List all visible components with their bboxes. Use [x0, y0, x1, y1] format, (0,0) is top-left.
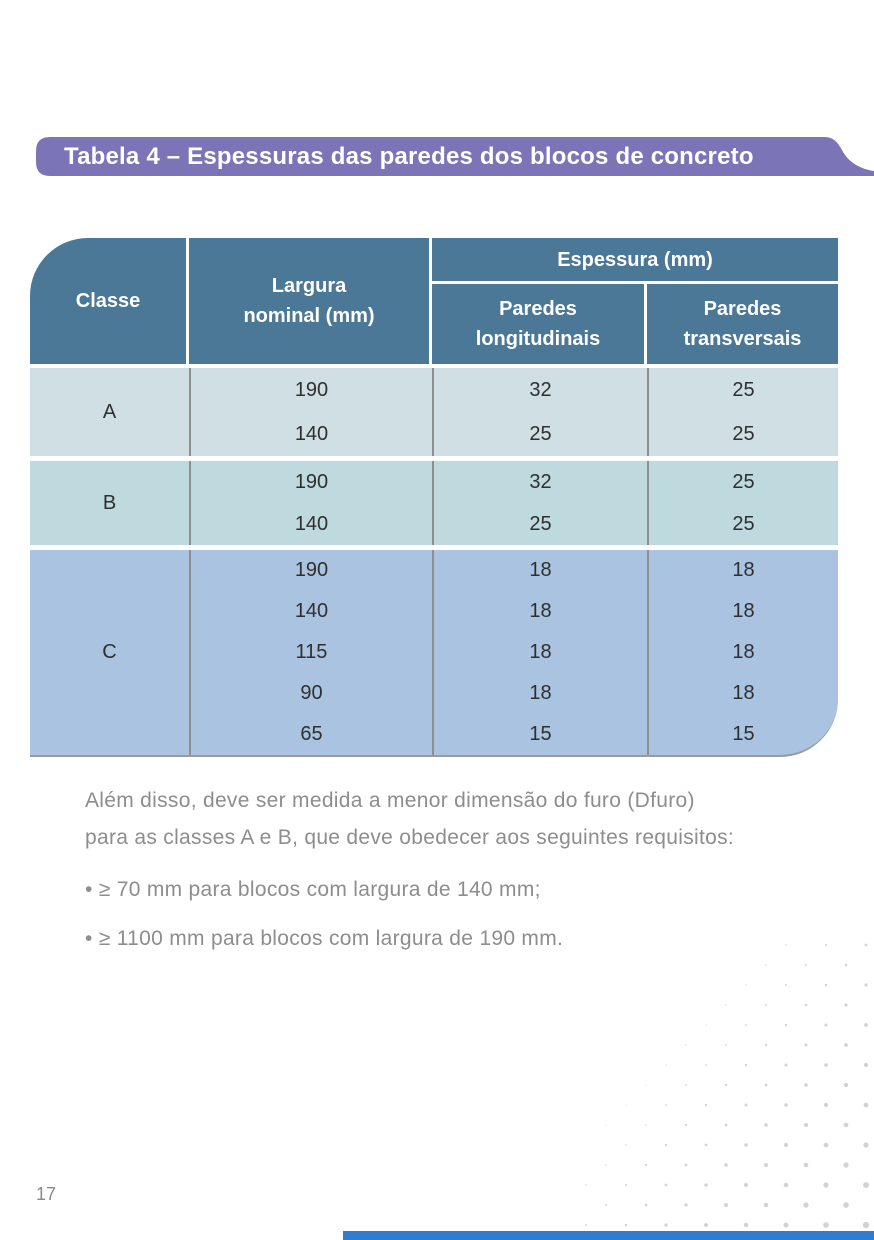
- table-cell: 190: [189, 550, 432, 591]
- table-cell: 18: [432, 550, 647, 591]
- table-cell: 190: [189, 461, 432, 503]
- table-cell: 18: [647, 632, 838, 673]
- table-title-banner: Tabela 4 – Espessuras das paredes dos bl…: [36, 137, 874, 179]
- table-cell: 140: [189, 412, 432, 456]
- table-cell: 90: [189, 673, 432, 714]
- header-largura-nominal: Largura nominal (mm): [189, 238, 432, 364]
- page-number: 17: [36, 1184, 57, 1204]
- header-paredes-longitudinais: Paredes longitudinais: [432, 284, 647, 364]
- table-cell: 25: [647, 503, 838, 545]
- table-cell: 190: [189, 368, 432, 412]
- notes-paragraph-line: Além disso, deve ser medida a menor dime…: [85, 789, 695, 812]
- data-table: Classe Largura nominal (mm) Espessura (m…: [30, 238, 838, 757]
- notes-paragraph: Além disso, deve ser medida a menor dime…: [85, 782, 805, 856]
- header-classe: Classe: [30, 238, 189, 364]
- table-group-c: C 190 18 18 140 18 18 115 18 18 90 18 18…: [30, 550, 838, 757]
- table-cell: 140: [189, 503, 432, 545]
- table-cell: 15: [432, 714, 647, 755]
- table-cell: 140: [189, 591, 432, 632]
- bullet-item: • ≥ 70 mm para blocos com largura de 140…: [85, 878, 541, 901]
- table-header-row: Classe Largura nominal (mm) Espessura (m…: [30, 238, 838, 364]
- group-label-a: A: [102, 400, 117, 423]
- bullet-item: • ≥ 1100 mm para blocos com largura de 1…: [85, 927, 564, 950]
- footer-accent-bar: [343, 1231, 874, 1240]
- notes-paragraph-line: para as classes A e B, que deve obedecer…: [85, 826, 735, 849]
- banner-ribbon-icon: [36, 137, 874, 176]
- table-cell: 18: [647, 550, 838, 591]
- table-cell: 65: [189, 714, 432, 755]
- table-cell: 25: [432, 503, 647, 545]
- table-cell: 32: [432, 461, 647, 503]
- table-cell: 15: [647, 714, 838, 755]
- table-group-b: B 190 32 25 140 25 25: [30, 461, 838, 545]
- dot-pattern-decoration: [585, 943, 870, 1229]
- table-cell: 18: [432, 591, 647, 632]
- table-title: Tabela 4 – Espessuras das paredes dos bl…: [64, 142, 754, 170]
- table-cell: 18: [647, 673, 838, 714]
- table-cell: 25: [647, 368, 838, 412]
- table-cell: 18: [432, 673, 647, 714]
- table-cell: 25: [432, 412, 647, 456]
- table-cell: 32: [432, 368, 647, 412]
- table-group-a: A 190 32 25 140 25 25: [30, 368, 838, 456]
- table-cell: 25: [647, 461, 838, 503]
- table-cell: 25: [647, 412, 838, 456]
- banner-ribbon-shape: [36, 137, 874, 176]
- table-cell: 18: [647, 591, 838, 632]
- header-paredes-transversais: Paredes transversais: [683, 298, 802, 350]
- table-cell: 115: [189, 632, 432, 673]
- group-label-b: B: [102, 491, 117, 514]
- header-espessura: Espessura (mm): [432, 238, 838, 284]
- group-label-c: C: [102, 641, 117, 663]
- notes-section: Além disso, deve ser medida a menor dime…: [85, 782, 805, 954]
- table-cell: 18: [432, 632, 647, 673]
